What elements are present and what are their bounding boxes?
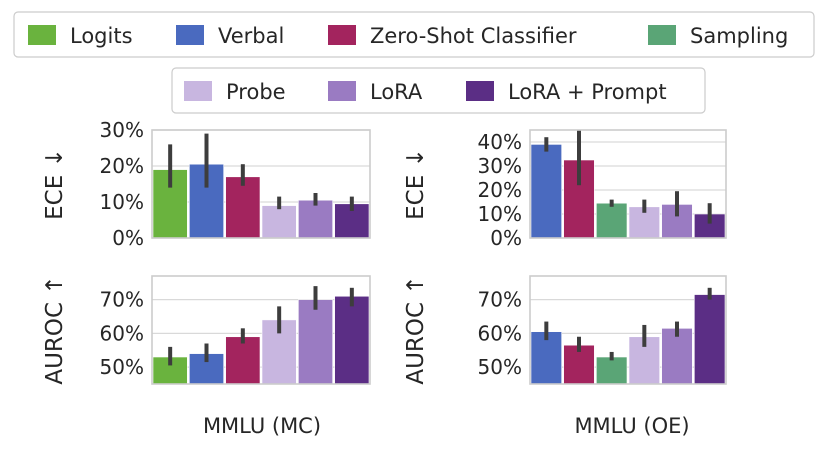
- y-tick-label: 30%: [478, 154, 522, 178]
- legend-label-lora-prompt: LoRA + Prompt: [508, 80, 667, 104]
- column-label-mmlu-oe: MMLU (OE): [574, 414, 689, 438]
- bar-zero-shot-classifier: [225, 176, 261, 239]
- legend-label-probe: Probe: [226, 80, 286, 104]
- bar-verbal: [530, 144, 562, 239]
- y-tick-label: 0%: [112, 226, 144, 250]
- axes-frame: [529, 129, 727, 239]
- y-axis-label: AUROC ↑: [42, 275, 68, 384]
- y-tick-label: 60%: [478, 321, 522, 345]
- y-axis-label: ECE ↓: [403, 148, 429, 220]
- bar-verbal: [530, 331, 562, 385]
- bar-zero-shot-classifier: [225, 336, 261, 385]
- legend-row-2: Probe LoRA LoRA + Prompt: [171, 67, 706, 114]
- legend-swatch-lora: [328, 81, 356, 101]
- y-tick-label: 10%: [100, 190, 144, 214]
- column-label-mmlu-mc: MMLU (MC): [203, 414, 321, 438]
- y-tick-label: 20%: [478, 178, 522, 202]
- bar-lora: [298, 299, 333, 385]
- y-axis-label: AUROC ↑: [403, 275, 429, 384]
- legend-label-verbal: Verbal: [218, 24, 284, 48]
- y-tick-label: 10%: [478, 202, 522, 226]
- legend-swatch-probe: [184, 81, 212, 101]
- legend-swatch-sampling: [648, 25, 676, 45]
- bar-lora: [661, 328, 693, 385]
- legend-label-sampling: Sampling: [690, 24, 788, 48]
- legend-swatch-zero-shot-classifier: [328, 25, 356, 45]
- bar-sampling: [596, 356, 628, 385]
- y-tick-label: 50%: [478, 355, 522, 379]
- axes-frame: [151, 129, 371, 239]
- chart-panel-ece-mc: 0% 10% 20% 30% ECE ↓: [42, 118, 371, 250]
- y-tick-label: 60%: [100, 321, 144, 345]
- y-tick-label: 50%: [100, 355, 144, 379]
- chart-panel-auroc-mc: 50% 60% 70% AUROC ↑: [42, 275, 371, 385]
- bar-lora: [298, 199, 333, 239]
- legend-swatch-verbal: [176, 25, 204, 45]
- legend-swatch-logits: [28, 25, 56, 45]
- chart-panel-ece-oe: 0%10%20%30%40% ECE ↓: [403, 129, 727, 250]
- legend-label-lora: LoRA: [370, 80, 423, 104]
- y-tick-label: 70%: [100, 288, 144, 312]
- bar-lora-prompt: [334, 295, 370, 385]
- bar-sampling: [596, 202, 628, 239]
- legend-row-1: Logits Verbal Zero-Shot Classifier Sampl…: [13, 11, 815, 58]
- legend-label-zero-shot-classifier: Zero-Shot Classifier: [370, 24, 577, 48]
- y-axis-label: ECE ↓: [42, 148, 68, 220]
- axes-frame: [529, 275, 727, 385]
- y-tick-label: 20%: [100, 154, 144, 178]
- axes-frame: [151, 275, 371, 385]
- y-tick-label: 40%: [478, 130, 522, 154]
- chart-panel-auroc-oe: 50% 60% 70% AUROC ↑: [403, 275, 727, 385]
- bar-probe: [261, 205, 297, 239]
- y-tick-label: 0%: [490, 226, 522, 250]
- bar-lora-prompt: [694, 294, 726, 385]
- legend-label-logits: Logits: [70, 24, 133, 48]
- legend-row-2-frame: [171, 67, 706, 114]
- y-tick-label: 30%: [100, 118, 144, 142]
- legend-row-1-frame: [13, 11, 815, 58]
- legend-swatch-lora-prompt: [466, 81, 494, 101]
- y-tick-label: 70%: [478, 288, 522, 312]
